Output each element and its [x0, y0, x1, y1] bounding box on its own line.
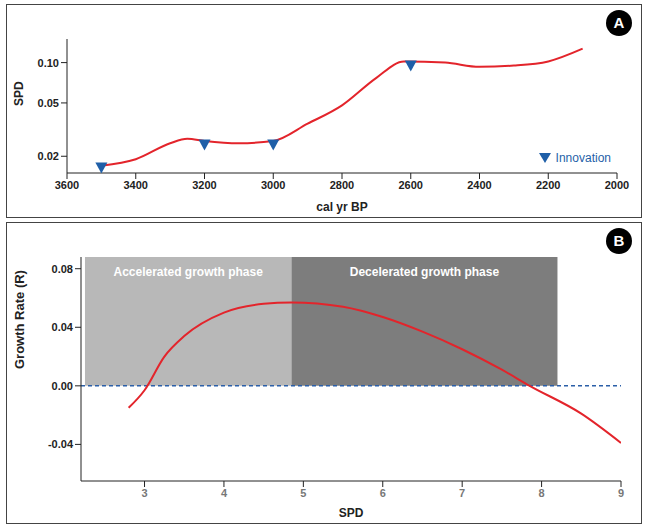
svg-text:0.00: 0.00 [52, 380, 73, 392]
svg-text:0.05: 0.05 [38, 97, 59, 109]
svg-text:3000: 3000 [261, 179, 285, 191]
svg-text:2200: 2200 [536, 179, 560, 191]
svg-text:SPD: SPD [12, 81, 26, 106]
svg-text:0.10: 0.10 [38, 57, 59, 69]
svg-text:4: 4 [221, 487, 228, 499]
svg-text:2400: 2400 [467, 179, 491, 191]
svg-text:B: B [614, 232, 625, 249]
html-text:Innovation: Innovation [555, 151, 611, 165]
svg-text:SPD: SPD [339, 506, 364, 520]
svg-text:5: 5 [300, 487, 306, 499]
svg-text:0.02: 0.02 [38, 150, 59, 162]
svg-text:0.08: 0.08 [52, 263, 73, 275]
svg-text:7: 7 [459, 487, 465, 499]
svg-text:3400: 3400 [124, 179, 148, 191]
svg-text:6: 6 [380, 487, 386, 499]
svg-text:2600: 2600 [399, 179, 423, 191]
svg-text:2000: 2000 [605, 179, 629, 191]
svg-text:2800: 2800 [330, 179, 354, 191]
svg-text:8: 8 [539, 487, 545, 499]
svg-text:0.04: 0.04 [52, 321, 74, 333]
svg-text:3600: 3600 [55, 179, 79, 191]
svg-text:-0.04: -0.04 [48, 438, 74, 450]
svg-text:Growth Rate (R): Growth Rate (R) [12, 270, 27, 369]
svg-text:9: 9 [618, 487, 624, 499]
svg-text:3: 3 [141, 487, 147, 499]
svg-text:A: A [614, 14, 625, 31]
svg-text:Accelerated growth phase: Accelerated growth phase [114, 265, 264, 279]
svg-text:cal yr BP: cal yr BP [316, 200, 367, 214]
svg-text:Decelerated growth phase: Decelerated growth phase [350, 265, 500, 279]
svg-text:3200: 3200 [192, 179, 216, 191]
